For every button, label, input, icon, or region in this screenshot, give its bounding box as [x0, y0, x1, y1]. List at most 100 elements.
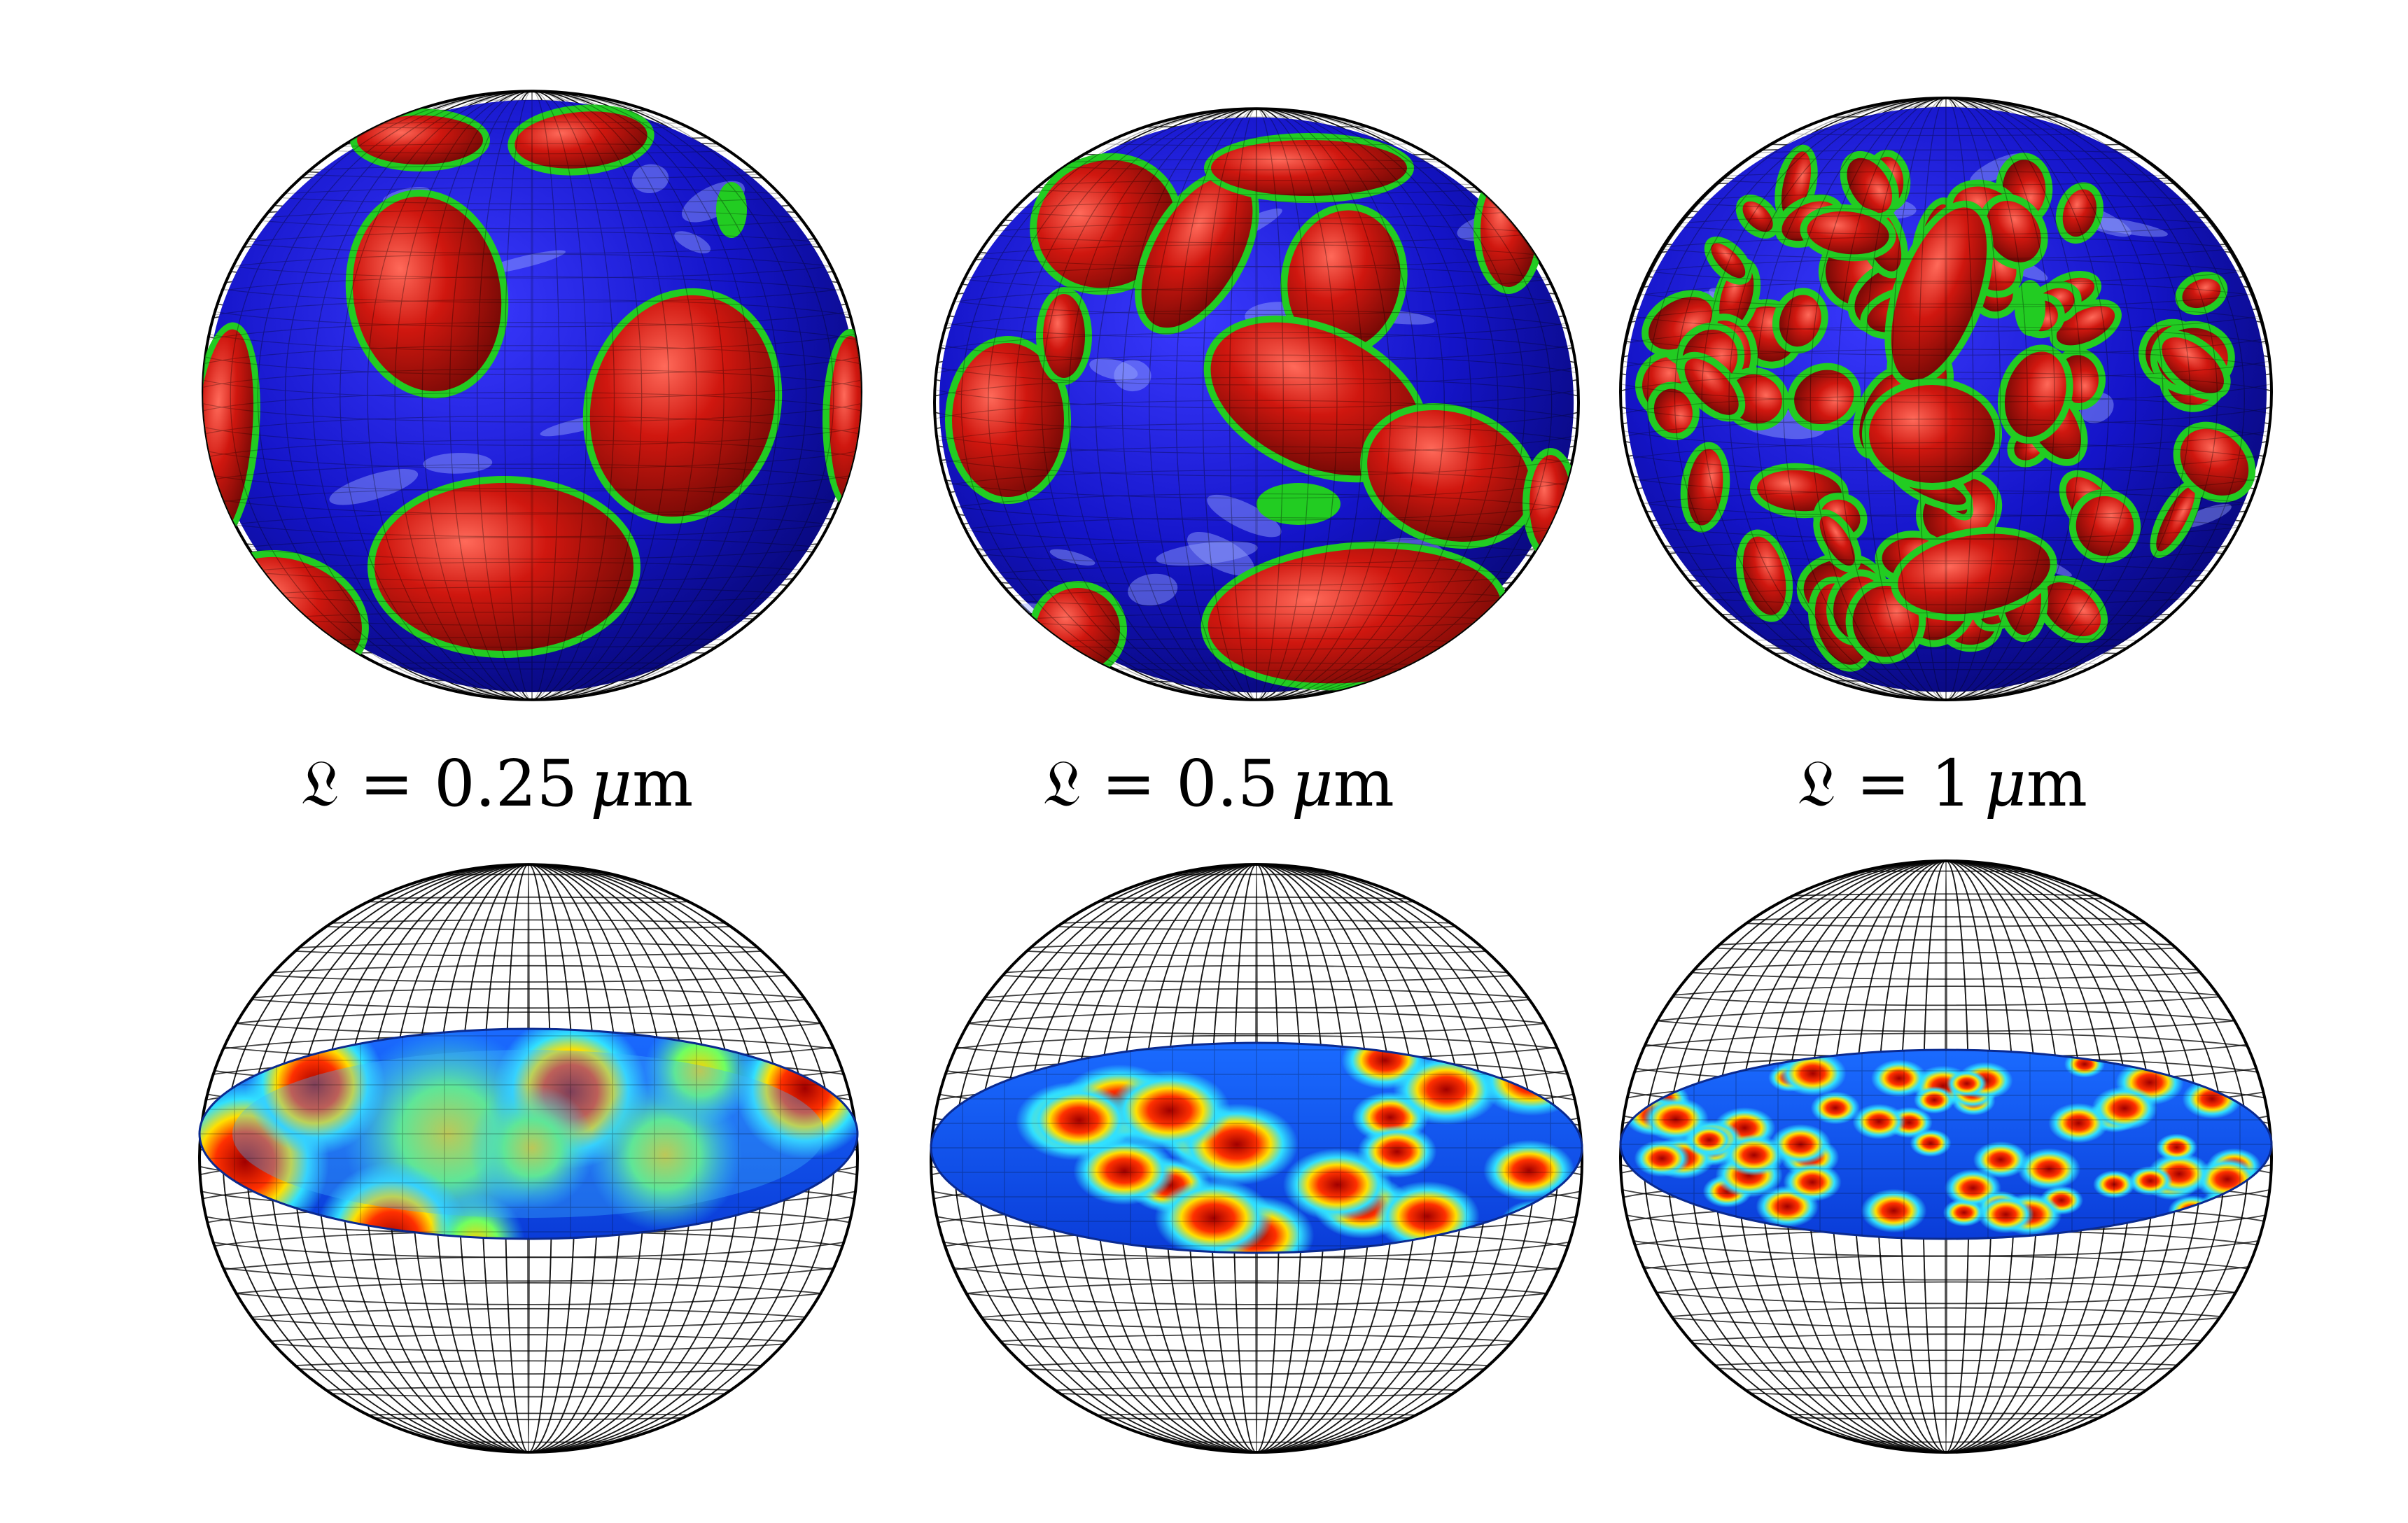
red-domain: [1985, 201, 2041, 262]
red-domain: [1208, 548, 1502, 684]
field-spot: [1870, 1059, 1928, 1097]
red-domain: [2004, 351, 2066, 437]
red-domain: [2062, 189, 2097, 237]
field-spot: [427, 1193, 525, 1239]
field-spot: [315, 1162, 469, 1239]
red-domain: [352, 196, 502, 392]
field-spot: [1357, 1125, 1437, 1179]
red-domain: [1480, 175, 1536, 287]
red-domain: [1898, 533, 2050, 615]
panel-label-1: 𝔏 = 0.5 μm: [1043, 735, 1394, 833]
field-spot: [1783, 1163, 1842, 1202]
field-spot: [1946, 1069, 1987, 1097]
red-domain: [1711, 243, 1746, 279]
field-spot: [1483, 1139, 1575, 1201]
field-spot: [1861, 1188, 1927, 1233]
red-domain: [2056, 306, 2115, 346]
field-spot: [1779, 1051, 1847, 1096]
red-domain: [1807, 211, 1889, 255]
red-domain: [514, 111, 648, 169]
field-spot: [1393, 1054, 1499, 1125]
red-domain: [1819, 516, 1855, 566]
red-domain: [1742, 201, 1773, 232]
field-spot: [1723, 1134, 1786, 1177]
red-domain: [2162, 337, 2224, 393]
field-spot: [1686, 1124, 1733, 1156]
field-spot: [2156, 1133, 2198, 1161]
field-spot: [1073, 1137, 1176, 1205]
top-sphere-1: [932, 107, 1581, 701]
mesh-grid: [934, 108, 1578, 700]
red-domain: [589, 295, 776, 517]
red-domain: [2156, 486, 2195, 552]
label-unit-mu: μ: [590, 746, 633, 821]
green-patch: [2015, 280, 2045, 336]
red-domain: [1794, 370, 1854, 424]
field-spot: [1810, 1091, 1861, 1125]
red-domain: [1287, 210, 1401, 350]
field-spot: [1973, 1141, 2029, 1179]
field-spot: [1109, 1069, 1231, 1151]
red-domain: [1684, 358, 1739, 415]
field-spot: [1910, 1129, 1952, 1157]
red-domain: [374, 483, 634, 651]
field-spot: [1852, 1104, 1906, 1139]
label-eq: =: [1081, 746, 1177, 821]
concentration-spots: [1015, 1043, 1582, 1253]
bottom-sphere-1: [929, 863, 1584, 1454]
field-spot: [1634, 1139, 1690, 1177]
red-domain: [830, 336, 861, 504]
label-eq: =: [1835, 746, 1931, 821]
red-domain: [1653, 388, 1693, 434]
red-domain: [2182, 279, 2221, 309]
red-domain: [2076, 496, 2134, 556]
red-domain: [952, 343, 1064, 497]
field-spot: [2093, 1170, 2136, 1199]
label-symbol: 𝔏: [1043, 746, 1082, 821]
red-domain: [1847, 157, 1893, 213]
panel-label-2: 𝔏 = 1 μm: [1788, 735, 2096, 833]
red-domain: [1141, 176, 1253, 328]
red-domains: [1634, 144, 2256, 672]
slice-rim: [198, 1027, 859, 1240]
mesh-grid: [1620, 98, 2272, 700]
field-spot: [2091, 1086, 2158, 1130]
red-domain: [2180, 428, 2249, 496]
field-spot: [1025, 1084, 1133, 1156]
label-unit-mu: μ: [1984, 746, 2026, 821]
top-sphere-2: [1618, 97, 2274, 701]
cross-section-slice: [930, 1041, 1583, 1254]
bottom-sphere-0: [197, 863, 860, 1454]
label-unit-m: m: [2026, 746, 2088, 821]
slice-rim: [1619, 1048, 2273, 1240]
green-patch: [1256, 483, 1340, 525]
red-domain: [1043, 294, 1085, 378]
label-symbol: 𝔏: [301, 746, 340, 821]
red-domain: [1037, 160, 1175, 288]
top-row-surfaces: [201, 90, 2274, 701]
label-eq: =: [339, 746, 435, 821]
label-value: 0.5: [1176, 746, 1279, 821]
red-domain: [1891, 207, 1987, 381]
bottom-sphere-2: [1618, 859, 2274, 1454]
label-value: 1: [1931, 746, 1972, 821]
red-domain: [1211, 140, 1407, 196]
field-spot: [2128, 1166, 2173, 1196]
red-domain: [1367, 409, 1531, 542]
label-unit-mu: μ: [1291, 746, 1334, 821]
bottom-row-slices: [197, 859, 2274, 1454]
field-spot: [1977, 1195, 2034, 1234]
field-spot: [1770, 1124, 1831, 1165]
label-unit-m: m: [1333, 746, 1394, 821]
red-domain: [1779, 295, 1821, 347]
red-domain: [1742, 536, 1786, 615]
concentration-spots: [1623, 1051, 2262, 1236]
cross-section-slice: [1619, 1048, 2273, 1240]
red-domain: [1869, 385, 1995, 483]
label-unit-m: m: [632, 746, 694, 821]
panel-label-0: 𝔏 = 0.25 μm: [301, 735, 693, 833]
field-spot: [2017, 1148, 2081, 1191]
red-domain: [2042, 582, 2101, 637]
